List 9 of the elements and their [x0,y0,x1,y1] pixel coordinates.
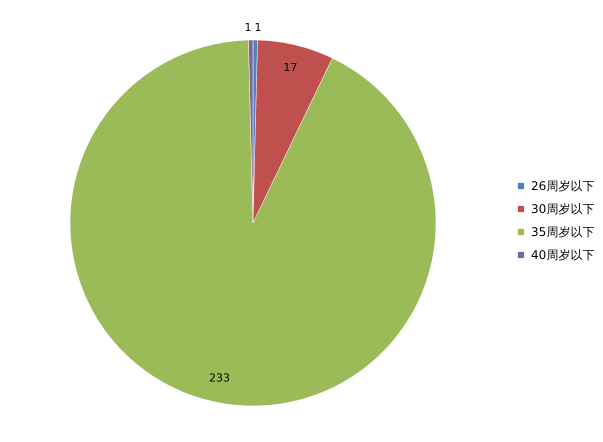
legend-label: 35周岁以下 [531,225,594,239]
data-label: 1 [244,21,252,34]
data-label: 17 [283,61,298,74]
legend-label: 30周岁以下 [531,202,594,216]
legend-label: 40周岁以下 [531,248,594,262]
pie-slice [70,40,436,406]
legend-label: 26周岁以下 [531,179,594,193]
data-label: 233 [209,372,230,385]
data-label: 1 [254,21,262,34]
